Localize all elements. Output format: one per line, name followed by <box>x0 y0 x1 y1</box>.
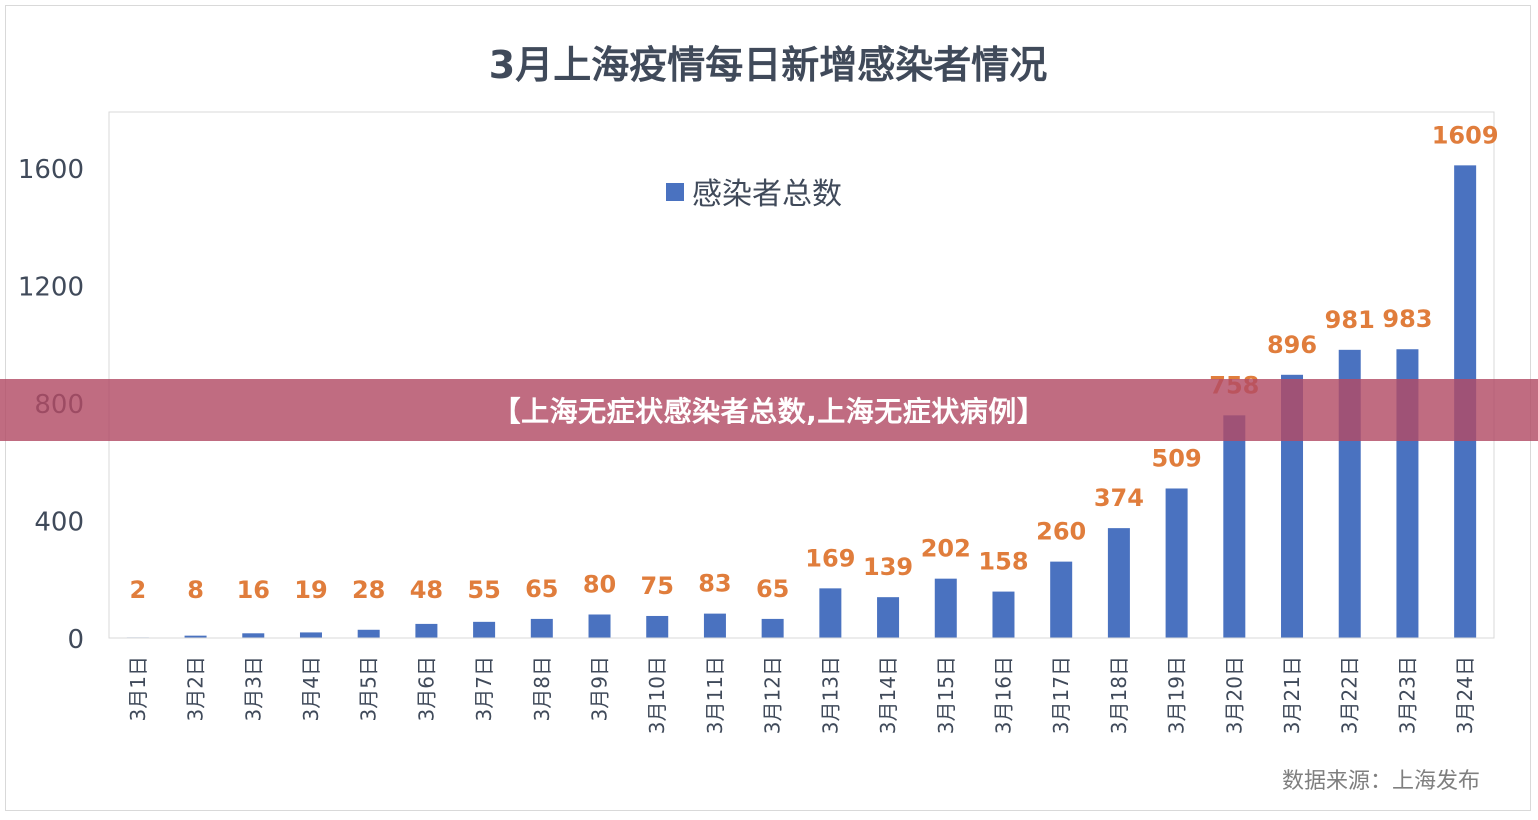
bar <box>934 578 957 638</box>
bar <box>1050 561 1073 638</box>
data-label: 75 <box>641 572 674 600</box>
bar <box>761 618 784 638</box>
legend-label: 感染者总数 <box>692 177 842 212</box>
x-tick-label: 3月17日 <box>1049 656 1073 734</box>
x-tick-label: 3月11日 <box>703 656 727 734</box>
x-tick-label: 3月1日 <box>126 656 150 721</box>
bar <box>877 597 900 638</box>
data-label: 169 <box>805 544 855 572</box>
bar <box>992 591 1015 638</box>
x-tick-label: 3月13日 <box>818 656 842 734</box>
bar <box>588 614 611 638</box>
x-tick-label: 3月7日 <box>472 656 496 721</box>
bar <box>646 615 669 638</box>
data-label: 8 <box>187 576 204 604</box>
y-tick-label: 1200 <box>18 273 84 303</box>
x-tick-label: 3月9日 <box>588 656 612 721</box>
bar <box>357 629 380 638</box>
x-tick-label: 3月21日 <box>1280 656 1304 734</box>
x-tick-label: 3月4日 <box>299 656 323 721</box>
y-tick-label: 0 <box>67 625 84 655</box>
x-tick-label: 3月3日 <box>241 656 265 721</box>
data-label: 19 <box>294 576 327 604</box>
data-label: 16 <box>237 576 270 604</box>
data-label: 981 <box>1325 306 1375 334</box>
bar <box>1107 528 1130 638</box>
x-tick-label: 3月20日 <box>1222 656 1246 734</box>
x-tick-label: 3月10日 <box>645 656 669 734</box>
y-axis: 040080012001600 <box>18 155 84 655</box>
y-tick-label: 400 <box>34 508 84 538</box>
bar <box>1223 415 1246 638</box>
chart-title: 3月上海疫情每日新增感染者情况 <box>489 43 1047 87</box>
bar <box>703 613 726 638</box>
bar <box>473 621 496 638</box>
data-label: 48 <box>410 576 443 604</box>
bar <box>299 632 322 638</box>
y-tick-label: 1600 <box>18 155 84 185</box>
data-label: 983 <box>1382 305 1432 333</box>
data-label: 65 <box>525 575 558 603</box>
overlay-banner: 【上海无症状感染者总数,上海无症状病例】 <box>0 379 1538 441</box>
x-tick-label: 3月23日 <box>1395 656 1419 734</box>
data-label: 158 <box>978 548 1028 576</box>
data-label: 509 <box>1152 444 1202 472</box>
x-tick-label: 3月18日 <box>1107 656 1131 734</box>
x-tick-label: 3月24日 <box>1453 656 1477 734</box>
bar <box>1165 488 1188 638</box>
x-tick-label: 3月2日 <box>184 656 208 721</box>
data-label: 1609 <box>1432 121 1499 149</box>
x-tick-label: 3月14日 <box>876 656 900 734</box>
data-label: 83 <box>698 570 731 598</box>
data-label: 80 <box>583 571 616 599</box>
banner-text: 【上海无症状感染者总数,上海无症状病例】 <box>492 395 1046 428</box>
x-tick-label: 3月6日 <box>414 656 438 721</box>
legend: 感染者总数 <box>666 177 842 212</box>
x-tick-label: 3月19日 <box>1165 656 1189 734</box>
bar <box>242 633 265 638</box>
x-tick-label: 3月16日 <box>991 656 1015 734</box>
x-axis: 3月1日 3月2日 3月3日 3月4日 3月5日 3月6日 3月7日 3月8日 3月9日 3月10… <box>109 637 1494 734</box>
x-tick-label: 3月12日 <box>761 656 785 734</box>
bar <box>415 623 438 638</box>
data-label: 374 <box>1094 484 1144 512</box>
bar <box>819 588 842 638</box>
data-label: 55 <box>467 576 500 604</box>
data-label: 139 <box>863 553 913 581</box>
bar <box>184 635 207 638</box>
source-note: 数据来源：上海发布 <box>1282 769 1480 794</box>
x-tick-label: 3月15日 <box>934 656 958 734</box>
bar <box>530 618 553 638</box>
data-label: 2 <box>130 576 147 604</box>
data-label: 202 <box>921 535 971 563</box>
x-tick-label: 3月8日 <box>530 656 554 721</box>
legend-swatch <box>666 183 684 201</box>
data-label: 28 <box>352 576 385 604</box>
x-tick-label: 3月5日 <box>357 656 381 721</box>
data-label: 260 <box>1036 518 1086 546</box>
x-tick-label: 3月22日 <box>1338 656 1362 734</box>
data-label: 65 <box>756 575 789 603</box>
data-label: 896 <box>1267 331 1317 359</box>
